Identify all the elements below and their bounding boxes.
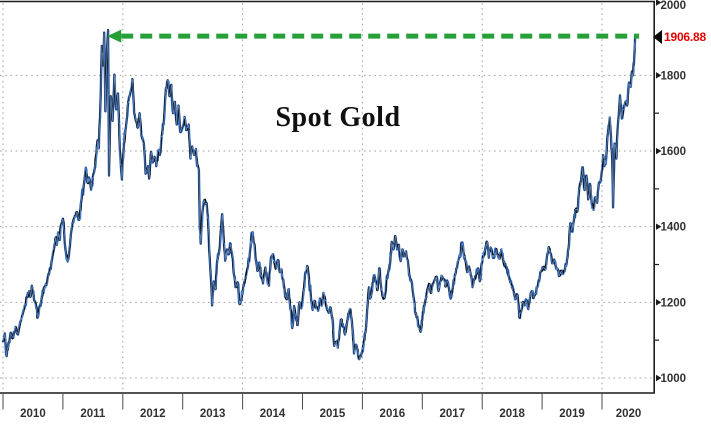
y-axis-label: 2000: [661, 0, 687, 12]
price-line: [1, 28, 637, 361]
last-price-tag: 1906.88: [653, 29, 706, 44]
y-tick-icon: [656, 374, 662, 382]
y-axis-label: 1200: [661, 297, 687, 309]
x-axis-label: 2018: [499, 408, 525, 420]
y-axis-label: 1000: [661, 373, 687, 385]
price-line-series: [1, 28, 637, 361]
y-axis-label: 1600: [661, 146, 687, 158]
y-tick-icon: [656, 72, 662, 79]
gridlines: [0, 3, 655, 392]
x-axis-label: 2011: [80, 408, 106, 420]
x-axis-label: 2017: [439, 408, 465, 420]
x-axis-label: 2010: [20, 408, 46, 420]
y-tick-icon: [656, 223, 662, 230]
y-tick-icon: [656, 299, 662, 306]
x-axis-label: 2012: [140, 408, 166, 420]
price-line: [2, 29, 636, 360]
x-axis-label: 2019: [559, 408, 585, 420]
x-axis-label: 2020: [616, 408, 642, 420]
arrow-head-icon: [107, 29, 122, 43]
x-axis: 2010 2011 2012 2013 2014 2015 2016 2017 2018 2019…: [2, 394, 642, 420]
chart-frame: [0, 0, 656, 394]
y-tick-icon: [656, 147, 662, 155]
last-price-value: 1906.88: [664, 29, 706, 44]
record-high-arrow: [107, 29, 640, 43]
y-tick-icon: [656, 0, 662, 6]
x-axis-label: 2013: [200, 408, 226, 420]
chart-title: Spot Gold: [275, 102, 401, 133]
x-axis-label: 2014: [260, 408, 286, 420]
price-marker-icon: [653, 29, 662, 44]
y-axis-label: 1800: [661, 70, 687, 82]
y-axis: 2000 1800 1600 1400 1200 1000: [655, 0, 686, 385]
y-axis-label: 1400: [661, 222, 687, 234]
x-axis-label: 2016: [380, 408, 406, 420]
x-axis-label: 2015: [320, 408, 346, 420]
